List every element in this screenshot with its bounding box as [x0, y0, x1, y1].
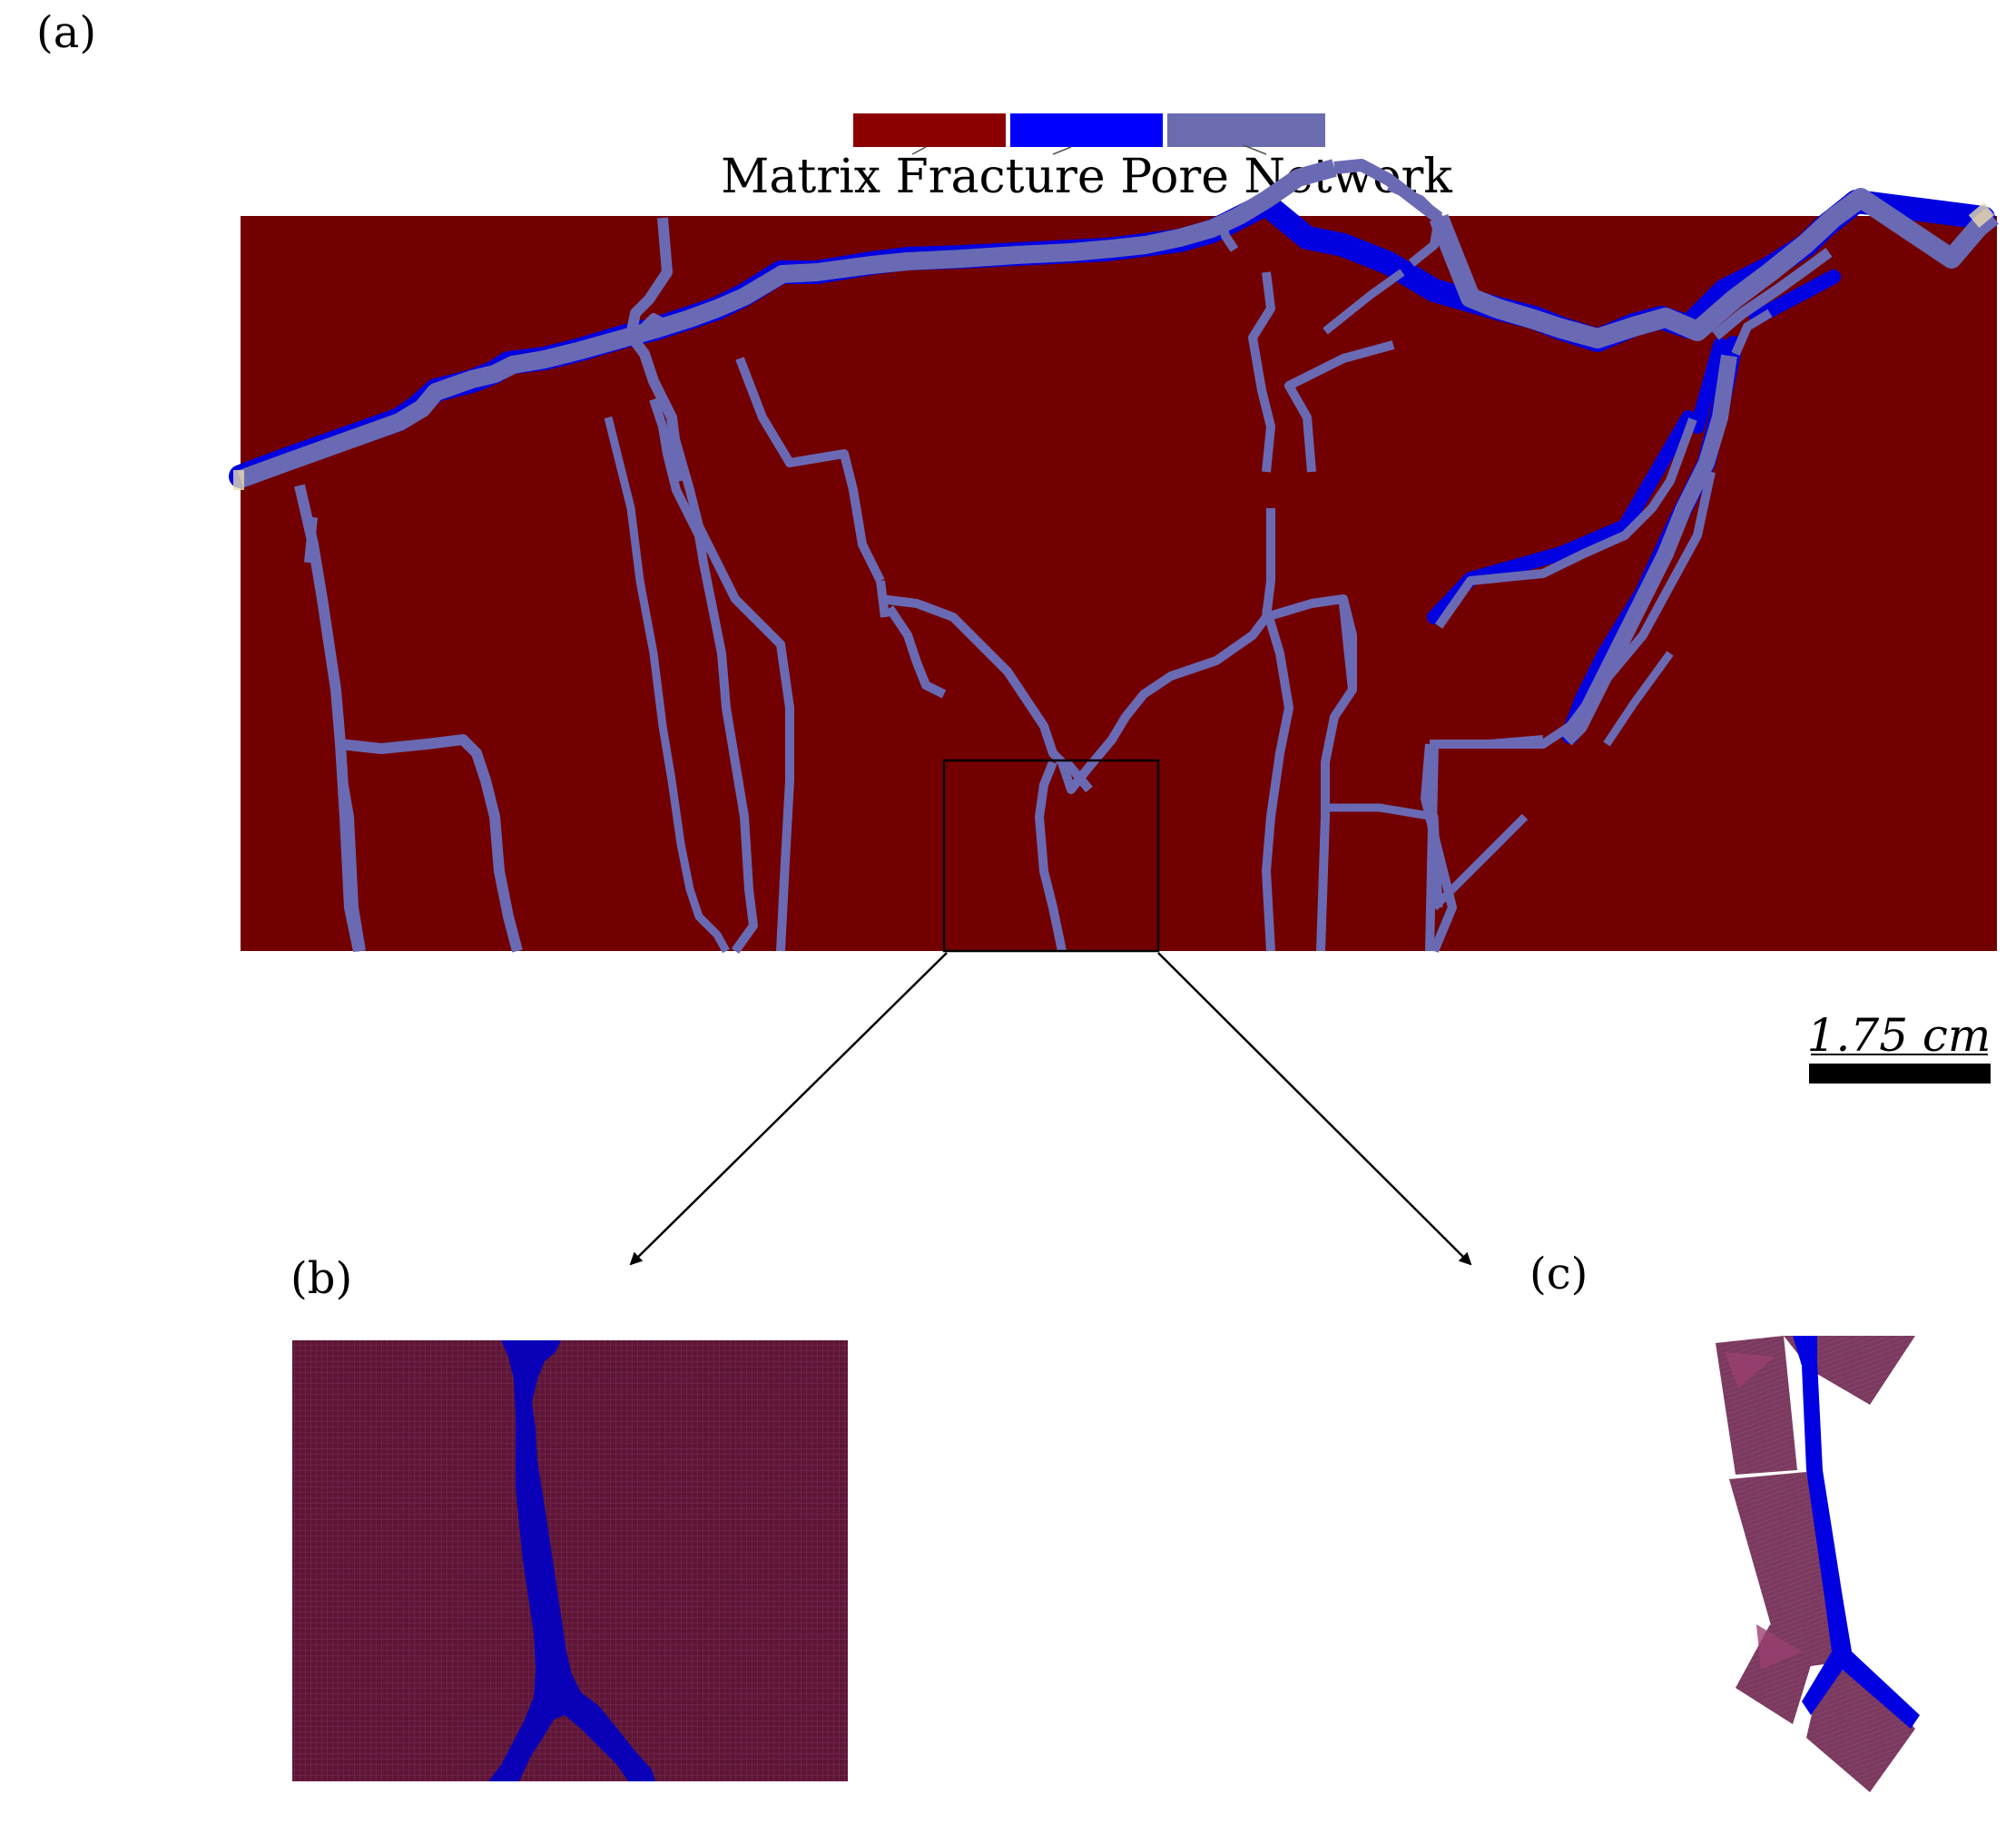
- scale-bar-rule: [1809, 1064, 1991, 1084]
- scale-bar-label: 1.75 cm: [1807, 1009, 1991, 1062]
- pore-cell: [1729, 1472, 1852, 1670]
- arrow-to-c: [1157, 952, 1472, 1266]
- zoom-arrows: [629, 952, 1472, 1266]
- panel-label-b: (b): [290, 1253, 352, 1304]
- outlet-marker: [1968, 202, 1995, 228]
- pore-network: [237, 159, 1999, 954]
- panel-b-fracture: [488, 1340, 655, 1781]
- legend-swatch-matrix: [853, 113, 1006, 147]
- legend-caption: Matrix Fracture Pore Network: [721, 150, 1452, 204]
- panel-c-fracture: [1793, 1336, 1920, 1729]
- scale-bar: 1.75 cm: [1807, 1009, 1991, 1084]
- legend-swatch-pore-network: [1167, 113, 1325, 147]
- panel-b-zoom: [292, 1340, 848, 1781]
- pore-cell: [1806, 1665, 1915, 1792]
- arrow-to-b: [629, 952, 948, 1266]
- zoom-box: [942, 759, 1160, 953]
- legend-swatch-fracture: [1010, 113, 1163, 147]
- panel-c-pore-network: [1716, 1336, 1920, 1792]
- legend: Matrix Fracture Pore Network: [721, 113, 1452, 204]
- fracture-map: [229, 159, 1999, 954]
- panel-label-a: (a): [36, 7, 96, 58]
- inlet-marker: [233, 470, 244, 490]
- panel-label-c: (c): [1529, 1249, 1588, 1299]
